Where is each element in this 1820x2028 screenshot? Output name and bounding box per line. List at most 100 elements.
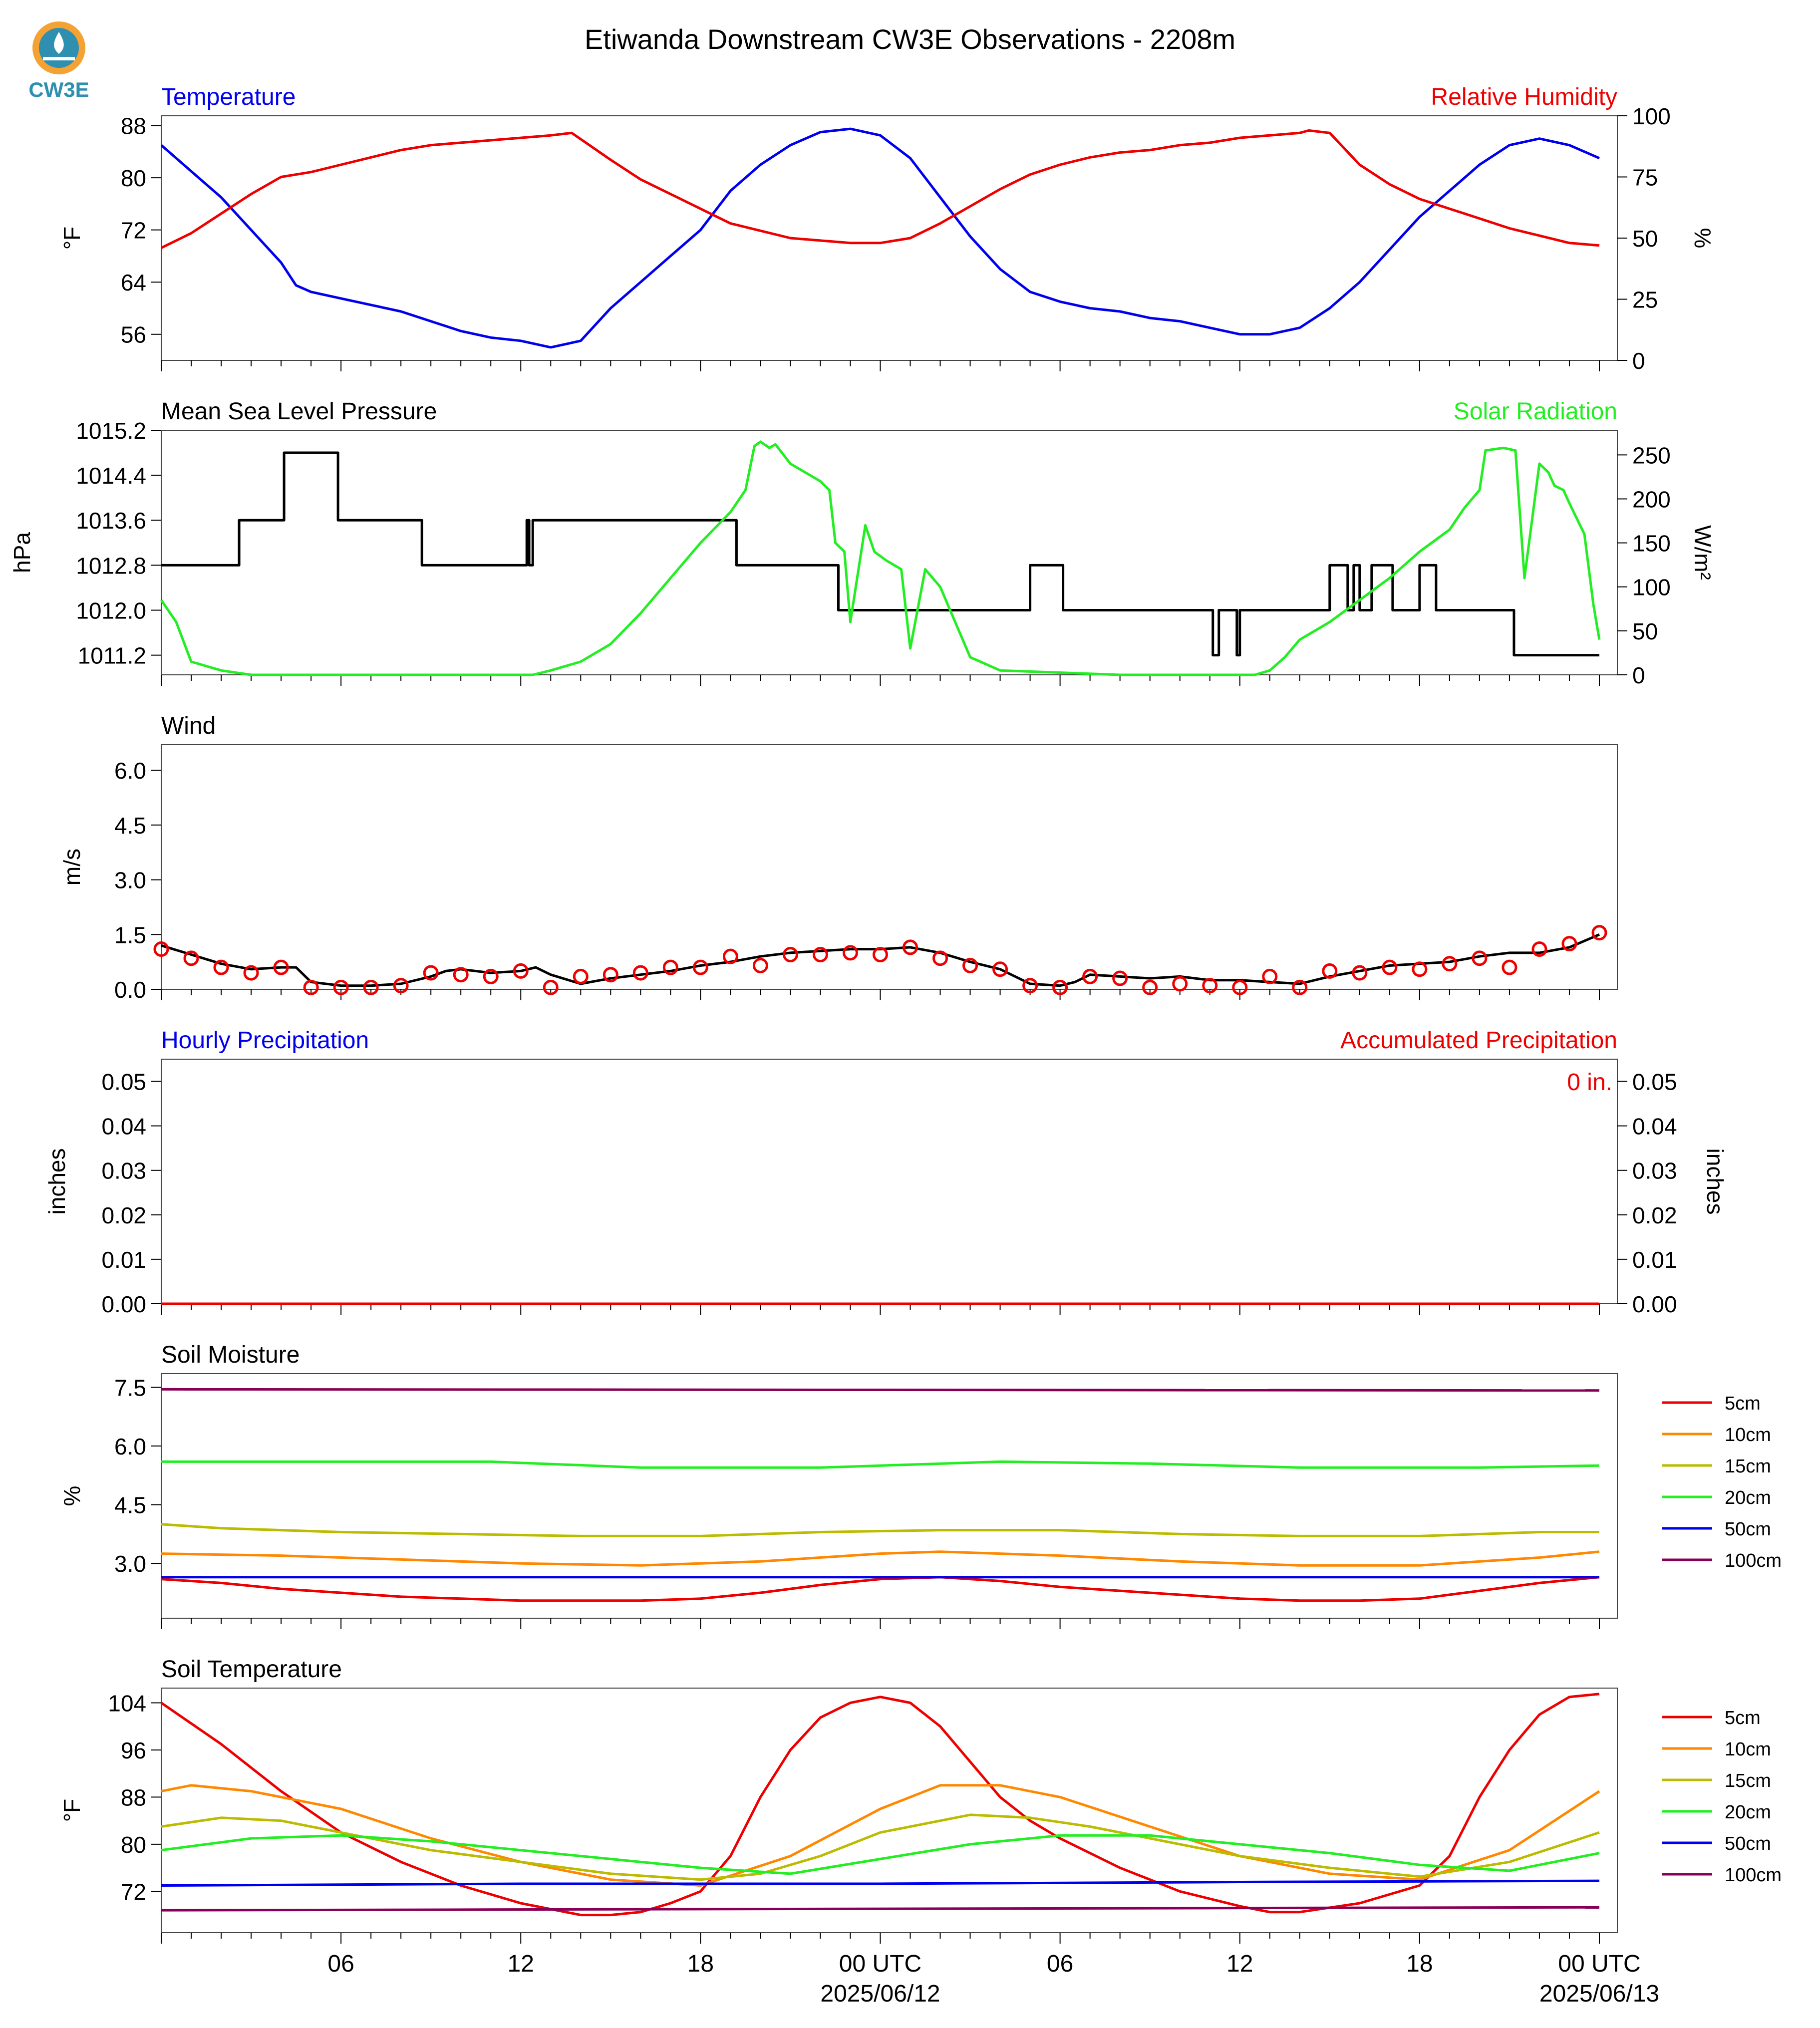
wind-marker [1442, 956, 1458, 972]
y-right-tick-label: 0.01 [1632, 1247, 1677, 1273]
legend-label: 5cm [1725, 1708, 1761, 1729]
logo-text: CW3E [28, 78, 89, 101]
wind-marker [1531, 941, 1547, 957]
wind-marker [1082, 968, 1098, 984]
wind-marker [513, 963, 529, 979]
y-tick-label: 0.00 [101, 1291, 146, 1317]
wind-marker [1142, 979, 1158, 995]
y-tick-label: 4.5 [114, 1492, 146, 1518]
wind-marker [573, 968, 589, 984]
x-date-label: 2025/06/13 [1539, 1981, 1659, 2007]
y-tick-label: 6.0 [114, 1434, 146, 1459]
y-tick-label: 0.04 [101, 1114, 146, 1140]
panel-wind: Wind 0.0 1.5 3.0 4.5 6.0 m/s [59, 713, 1618, 1003]
wind-marker [1472, 950, 1488, 966]
y-right-tick-label: 100 [1632, 103, 1671, 129]
y-right-tick-label: 25 [1632, 287, 1658, 313]
wind-marker [662, 959, 678, 975]
wind-marker [1232, 979, 1248, 995]
panel-title: Soil Temperature [161, 1656, 342, 1683]
wind-marker [603, 967, 618, 983]
y-tick-label: 6.0 [114, 758, 146, 784]
wind-marker [333, 979, 349, 995]
wind-marker [1561, 936, 1577, 952]
series-10cm [161, 1550, 1600, 1567]
y-right-tick-label: 250 [1632, 442, 1671, 468]
x-tick-label: 06 [1047, 1951, 1073, 1977]
wind-marker [1502, 959, 1517, 975]
y-tick-label: 80 [121, 1832, 146, 1858]
y-right-tick-label: 150 [1632, 531, 1671, 557]
y-right-tick-label: 0.04 [1632, 1114, 1677, 1140]
x-tick-label: 00 UTC [1558, 1951, 1640, 1977]
panel-right-title: Solar Radiation [1454, 398, 1617, 425]
series-20cm [161, 1460, 1600, 1469]
panel-precipitation: Hourly Precipitation Accumulated Precipit… [44, 1027, 1728, 1317]
series-15cm [161, 1523, 1599, 1537]
y-axis-label: °F [59, 227, 85, 250]
wind-marker [1172, 976, 1188, 992]
x-tick-label: 00 UTC [839, 1951, 921, 1977]
wind-marker [992, 961, 1008, 977]
wind-marker [782, 947, 798, 963]
wind-marker [543, 979, 559, 995]
y-tick-label: 1011.2 [78, 643, 146, 669]
wind-marker [872, 947, 888, 963]
series-20cm [161, 1834, 1600, 1875]
wind-marker [632, 965, 648, 981]
y-tick-label: 1012.0 [76, 597, 146, 623]
panel-title: Mean Sea Level Pressure [161, 398, 437, 425]
panel-soil_moisture: Soil Moisture 3.0 4.5 6.0 7.5% 5cm 10cm 15cm 20c… [59, 1342, 1782, 1629]
wind-marker [1022, 978, 1038, 994]
series-100cm [161, 1388, 1600, 1392]
x-tick-label: 18 [1406, 1951, 1433, 1977]
y-tick-label: 88 [121, 113, 146, 139]
cw3e-logo: CW3E [28, 21, 89, 101]
y-tick-label: 1013.6 [76, 508, 146, 534]
accumulated-annotation: 0 in. [1567, 1069, 1612, 1096]
y-tick-label: 72 [121, 218, 146, 244]
panel-title: Soil Moisture [161, 1342, 300, 1368]
wind-marker [752, 957, 768, 973]
legend-label: 50cm [1725, 1519, 1771, 1540]
y-right-tick-label: 0 [1632, 662, 1645, 688]
legend-label: 15cm [1725, 1456, 1771, 1477]
wind-marker [183, 950, 199, 966]
y-axis-label: °F [59, 1799, 85, 1822]
panel-temperature: Temperature Relative Humidity 56 64 72 80 88 °F… [59, 84, 1716, 374]
y-right-tick-label: 75 [1632, 165, 1658, 191]
y-tick-label: 7.5 [114, 1375, 146, 1401]
wind-marker [1262, 968, 1278, 984]
y-tick-label: 56 [121, 322, 146, 348]
y-axis-label: inches [44, 1149, 70, 1215]
legend-label: 10cm [1725, 1425, 1771, 1446]
series-solar-radiation [160, 440, 1601, 676]
series-mean-sea-level-pressure [161, 451, 1599, 657]
legend-label: 5cm [1725, 1393, 1761, 1414]
wind-marker [1112, 970, 1128, 986]
y-tick-label: 0.02 [101, 1202, 146, 1228]
wind-marker [153, 941, 169, 957]
series-relative-humidity [160, 129, 1600, 249]
y-axis-label: hPa [9, 532, 35, 573]
wind-marker [303, 979, 319, 995]
plot-frame [161, 1059, 1618, 1304]
legend-label: 20cm [1725, 1802, 1771, 1823]
y-tick-label: 88 [121, 1784, 146, 1810]
y-tick-label: 1.5 [114, 922, 146, 948]
panel-right-title: Accumulated Precipitation [1340, 1027, 1617, 1054]
wind-marker [692, 959, 708, 975]
wind-marker [453, 967, 469, 983]
y-tick-label: 1015.2 [76, 418, 146, 444]
panel-soil_temperature: Soil Temperature 72 80 88 96 104 °F 5cm 10cm 15cm… [59, 1656, 1782, 1944]
panel-title: Hourly Precipitation [161, 1027, 369, 1054]
wind-marker [1292, 979, 1308, 995]
y-axis-label: % [59, 1486, 85, 1506]
y-right-axis-label: % [1690, 228, 1716, 249]
wind-marker [243, 965, 259, 981]
wind-marker [1412, 961, 1428, 977]
wind-marker [1202, 978, 1218, 994]
y-tick-label: 4.5 [114, 813, 146, 839]
figure-title: Etiwanda Downstream CW3E Observations - … [585, 23, 1235, 55]
